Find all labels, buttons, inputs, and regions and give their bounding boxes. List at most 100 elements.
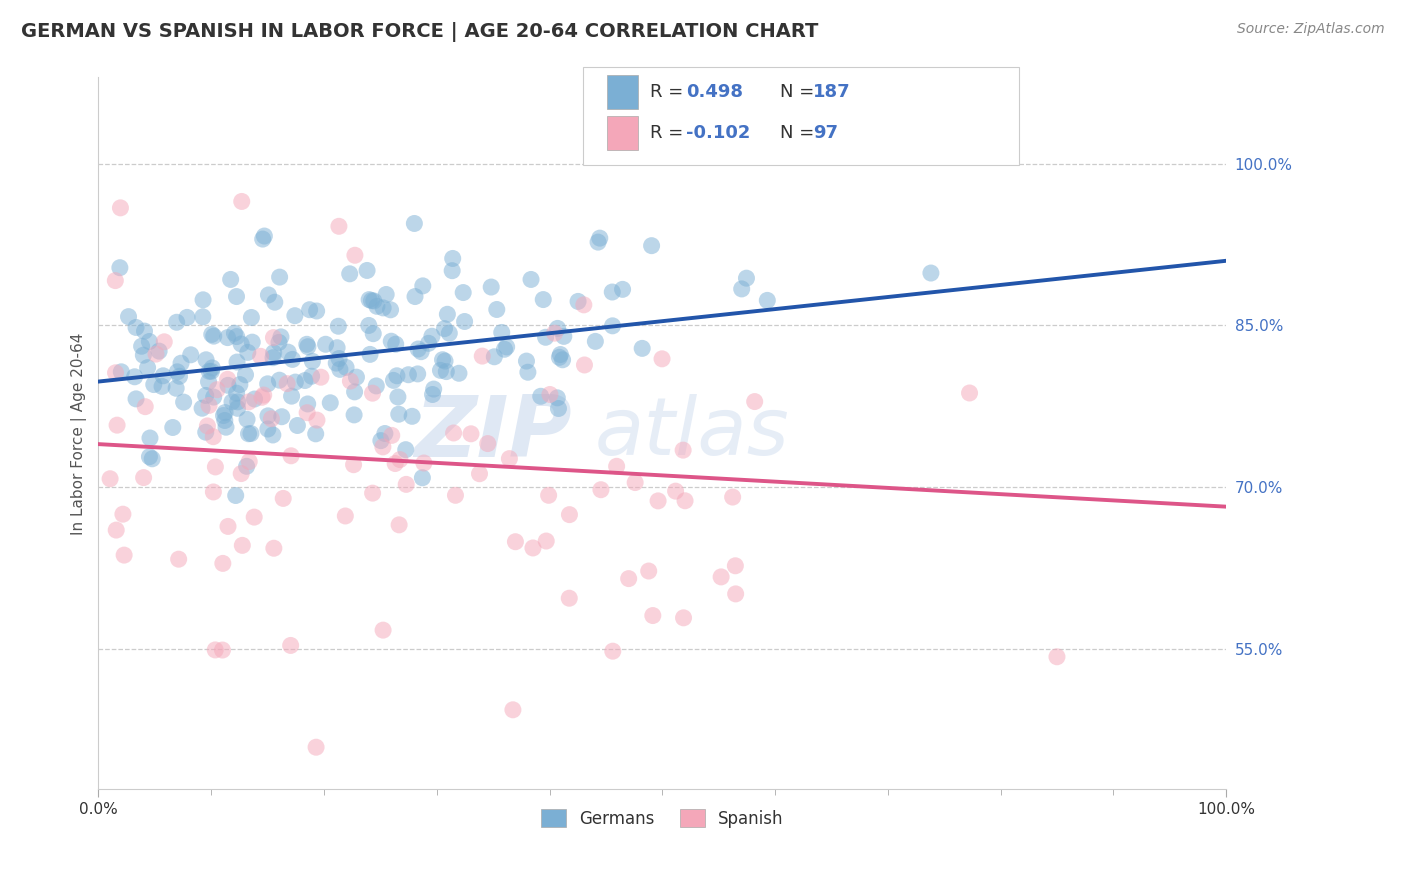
Point (134, 400, 156, 414)
Point (110, 365, 132, 379)
Point (250, 390, 273, 404)
Point (640, 238, 662, 252)
Point (447, 366, 470, 380)
Point (551, 352, 574, 367)
Point (256, 376, 278, 391)
Point (361, 326, 384, 341)
Point (439, 326, 461, 341)
Point (166, 315, 188, 329)
Point (197, 418, 219, 433)
Point (111, 507, 134, 521)
Point (153, 334, 176, 349)
Point (485, 302, 508, 317)
Point (169, 369, 191, 384)
Point (105, 418, 128, 433)
Point (404, 217, 426, 231)
Point (731, 282, 754, 296)
Point (253, 229, 276, 244)
Point (335, 508, 357, 523)
Point (522, 541, 544, 555)
Point (301, 369, 323, 384)
Y-axis label: In Labor Force | Age 20-64: In Labor Force | Age 20-64 (72, 332, 87, 534)
Point (395, 442, 418, 457)
Point (240, 335, 263, 350)
Point (612, 282, 634, 296)
Point (117, 310, 139, 324)
Point (547, 321, 569, 335)
Point (548, 351, 571, 365)
Point (360, 293, 382, 308)
Point (225, 329, 247, 343)
Point (583, 334, 606, 349)
Point (411, 471, 433, 485)
Point (202, 329, 225, 343)
Point (319, 396, 342, 410)
Point (271, 491, 294, 506)
Point (301, 354, 323, 368)
Point (215, 420, 238, 434)
Point (260, 411, 283, 425)
Point (295, 406, 318, 420)
Point (229, 377, 252, 392)
Point (589, 483, 612, 497)
Point (104, 274, 127, 288)
Point (359, 293, 381, 307)
Point (553, 329, 575, 343)
Point (298, 302, 321, 317)
Point (370, 434, 392, 448)
Point (756, 293, 779, 308)
Point (253, 388, 276, 402)
Point (280, 389, 302, 403)
Point (567, 294, 589, 309)
Point (295, 337, 318, 351)
Point (297, 340, 319, 354)
Point (238, 395, 260, 409)
Point (647, 494, 669, 508)
Point (534, 534, 557, 549)
Point (451, 285, 474, 300)
Point (434, 354, 457, 368)
Point (201, 360, 224, 375)
Point (235, 459, 257, 474)
Point (444, 488, 467, 502)
Point (112, 548, 135, 562)
Point (243, 392, 266, 406)
Point (432, 352, 454, 367)
Point (202, 390, 225, 404)
Point (142, 377, 165, 392)
Text: R =: R = (650, 83, 689, 101)
Point (138, 450, 160, 464)
Point (134, 324, 156, 338)
Point (460, 426, 482, 441)
Point (343, 248, 366, 262)
Point (239, 426, 262, 441)
Point (335, 360, 357, 375)
Point (396, 368, 419, 382)
Point (202, 430, 225, 444)
Point (148, 344, 170, 359)
Point (558, 591, 581, 606)
Point (468, 467, 491, 481)
Point (225, 489, 247, 503)
Point (167, 552, 190, 566)
Point (231, 194, 253, 209)
Point (412, 278, 434, 293)
Point (477, 436, 499, 450)
Point (236, 412, 259, 426)
Point (162, 420, 184, 434)
Point (252, 232, 274, 246)
Text: GERMAN VS SPANISH IN LABOR FORCE | AGE 20-64 CORRELATION CHART: GERMAN VS SPANISH IN LABOR FORCE | AGE 2… (21, 22, 818, 42)
Point (572, 298, 595, 312)
Point (226, 395, 249, 409)
Point (238, 426, 260, 441)
Point (371, 301, 394, 315)
Point (276, 376, 298, 391)
Point (617, 572, 640, 586)
Point (724, 558, 747, 573)
Point (219, 272, 242, 286)
Point (200, 364, 222, 378)
Point (380, 302, 402, 317)
Point (152, 368, 174, 383)
Point (249, 349, 271, 363)
Point (420, 329, 443, 343)
